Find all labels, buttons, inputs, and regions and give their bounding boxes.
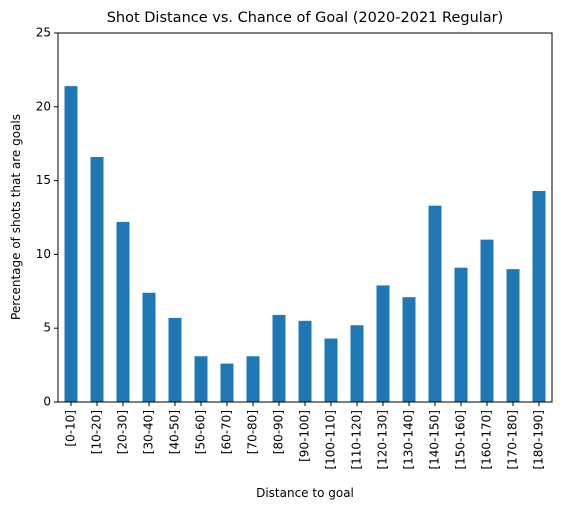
x-tick-label: [20-30]	[116, 410, 130, 454]
x-tick-label: [0-10]	[64, 410, 78, 447]
x-tick-label: [30-40]	[142, 410, 156, 454]
bars-layer	[64, 86, 546, 402]
x-tick-label: [180-190]	[532, 410, 546, 470]
bar	[142, 292, 156, 402]
y-tick-label: 25	[36, 26, 51, 40]
bar	[532, 190, 546, 402]
bar	[64, 86, 78, 402]
y-axis-title: Percentage of shots that are goals	[9, 114, 23, 320]
x-tick-label: [140-150]	[428, 410, 442, 470]
y-tick-label: 5	[43, 321, 51, 335]
x-tick-label: [50-60]	[194, 410, 208, 454]
y-tick-label: 10	[36, 247, 51, 261]
bar	[454, 267, 468, 402]
x-tick-label: [130-140]	[402, 410, 416, 470]
x-tick-label: [170-180]	[506, 410, 520, 470]
x-tick-label: [70-80]	[246, 410, 260, 454]
x-tick-label: [40-50]	[168, 410, 182, 454]
x-tick-label: [100-110]	[324, 410, 338, 470]
x-axis-title: Distance to goal	[256, 486, 354, 500]
x-tick-label: [80-90]	[272, 410, 286, 454]
x-axis: [0-10] [10-20] [20-30] [30-40] [40-50] [50-60…	[64, 402, 546, 470]
bar	[324, 338, 338, 402]
y-axis: 0 5 10 15 20 25	[36, 26, 58, 409]
y-tick-label: 15	[36, 173, 51, 187]
bar	[506, 269, 520, 402]
bar	[350, 325, 364, 402]
bar	[116, 221, 130, 402]
x-tick-label: [10-20]	[90, 410, 104, 454]
bar	[168, 317, 182, 402]
bar	[194, 356, 208, 402]
bar	[246, 356, 260, 402]
bar	[90, 156, 104, 402]
x-tick-label: [120-130]	[376, 410, 390, 470]
bar	[298, 320, 312, 402]
plot-frame	[57, 32, 553, 403]
x-tick-label: [60-70]	[220, 410, 234, 454]
bar	[220, 363, 234, 402]
y-tick-label: 0	[43, 395, 51, 409]
chart-title: Shot Distance vs. Chance of Goal (2020-2…	[107, 10, 504, 26]
y-tick-label: 20	[36, 99, 51, 113]
bar	[272, 314, 286, 402]
x-tick-label: [90-100]	[298, 410, 312, 462]
x-tick-label: [160-170]	[480, 410, 494, 470]
bar	[376, 285, 390, 402]
bar	[480, 239, 494, 402]
x-tick-label: [110-120]	[350, 410, 364, 470]
bar	[402, 297, 416, 402]
x-tick-label: [150-160]	[454, 410, 468, 470]
bar	[428, 205, 442, 402]
